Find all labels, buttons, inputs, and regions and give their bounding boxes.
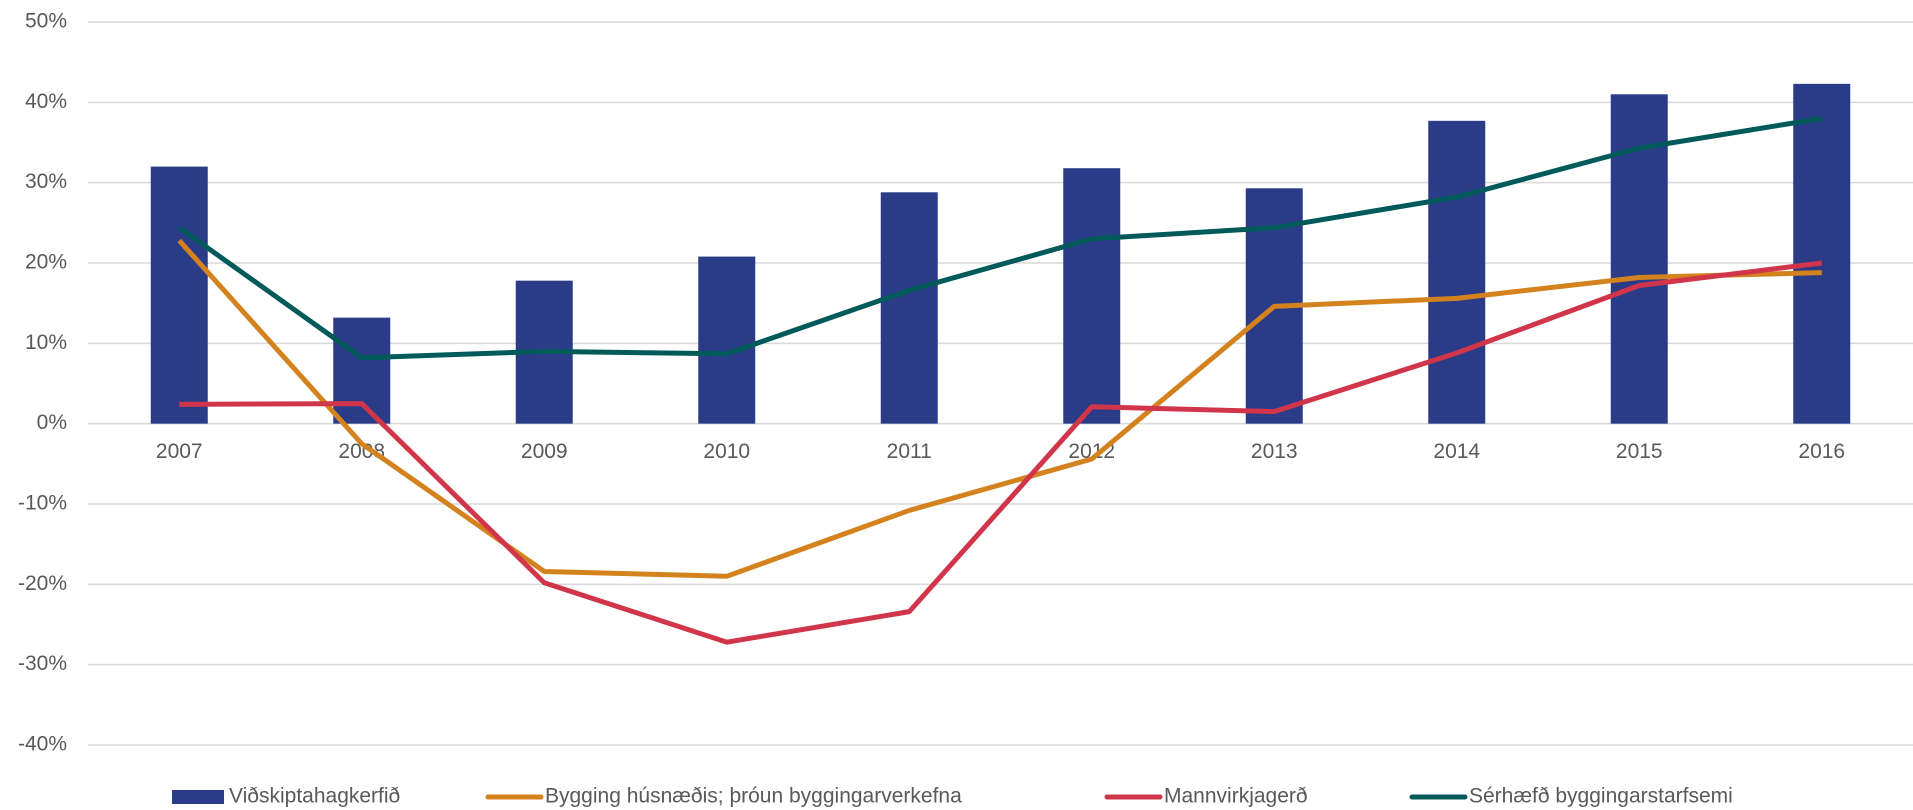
legend-swatch [172,790,224,804]
x-tick-label: 2013 [1251,440,1298,463]
x-tick-label: 2014 [1433,440,1480,463]
y-tick-label: 20% [25,251,67,274]
bar [150,166,208,424]
bar [1428,120,1486,424]
bar [1063,168,1121,424]
bar [1793,83,1851,424]
y-tick-label: 30% [25,170,67,193]
x-tick-label: 2008 [338,440,385,463]
y-tick-label: 0% [37,411,67,434]
y-tick-label: -30% [18,652,67,675]
bar [333,317,391,424]
bar [880,192,938,424]
y-tick-label: -20% [18,572,67,595]
y-tick-label: -10% [18,492,67,515]
line-series [177,115,1823,361]
x-tick-label: 2012 [1068,440,1115,463]
x-tick-label: 2015 [1616,440,1663,463]
y-tick-label: 40% [25,90,67,113]
x-tick-label: 2016 [1798,440,1845,463]
x-tick-label: 2007 [156,440,203,463]
y-tick-label: 50% [25,10,67,33]
legend-label: Sérhæfð byggingarstarfsemi [1469,785,1733,808]
y-tick-label: -40% [18,733,67,756]
legend-label: Viðskiptahagkerfið [229,785,400,808]
x-tick-label: 2009 [521,440,568,463]
bar [698,256,756,424]
x-tick-label: 2010 [703,440,750,463]
line-series [179,260,1823,645]
y-tick-label: 10% [25,331,67,354]
x-tick-label: 2011 [887,440,932,463]
legend-label: Mannvirkjagerð [1164,785,1308,808]
line-series [177,238,1822,579]
legend-label: Bygging húsnæðis; þróun byggingarverkefn… [545,785,962,808]
